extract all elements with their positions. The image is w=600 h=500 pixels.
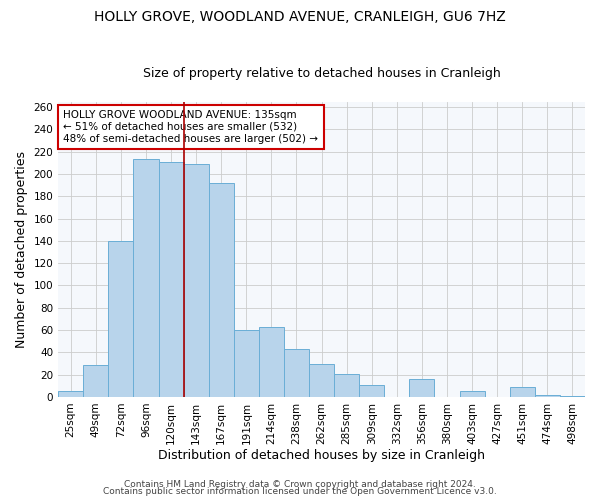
Bar: [460, 392, 485, 397]
Y-axis label: Number of detached properties: Number of detached properties: [15, 150, 28, 348]
Text: HOLLY GROVE, WOODLAND AVENUE, CRANLEIGH, GU6 7HZ: HOLLY GROVE, WOODLAND AVENUE, CRANLEIGH,…: [94, 10, 506, 24]
Bar: [510, 387, 535, 397]
Bar: [284, 349, 309, 397]
Bar: [409, 379, 434, 397]
Bar: [560, 396, 585, 397]
X-axis label: Distribution of detached houses by size in Cranleigh: Distribution of detached houses by size …: [158, 450, 485, 462]
Text: Contains HM Land Registry data © Crown copyright and database right 2024.: Contains HM Land Registry data © Crown c…: [124, 480, 476, 489]
Text: Contains public sector information licensed under the Open Government Licence v3: Contains public sector information licen…: [103, 487, 497, 496]
Bar: [209, 183, 234, 397]
Bar: [259, 326, 284, 397]
Bar: [133, 160, 158, 397]
Text: HOLLY GROVE WOODLAND AVENUE: 135sqm
← 51% of detached houses are smaller (532)
4: HOLLY GROVE WOODLAND AVENUE: 135sqm ← 51…: [64, 110, 319, 144]
Bar: [234, 330, 259, 397]
Bar: [158, 162, 184, 397]
Bar: [83, 364, 109, 397]
Bar: [359, 384, 385, 397]
Bar: [334, 374, 359, 397]
Title: Size of property relative to detached houses in Cranleigh: Size of property relative to detached ho…: [143, 66, 500, 80]
Bar: [184, 164, 209, 397]
Bar: [109, 241, 133, 397]
Bar: [309, 364, 334, 397]
Bar: [535, 394, 560, 397]
Bar: [58, 392, 83, 397]
